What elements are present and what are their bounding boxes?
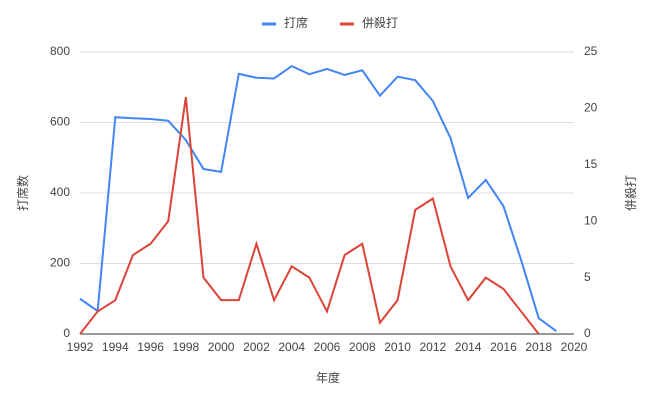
x-tick-label: 2012 bbox=[420, 340, 447, 354]
y-tick-label: 800 bbox=[50, 44, 70, 58]
x-axis-title: 年度 bbox=[316, 370, 340, 385]
y2-tick-label: 15 bbox=[584, 157, 598, 171]
x-tick-label: 2014 bbox=[455, 340, 482, 354]
y2-axis-title: 併殺打 bbox=[624, 175, 638, 211]
y2-tick-label: 5 bbox=[584, 270, 591, 284]
x-tick-label: 2016 bbox=[490, 340, 517, 354]
x-tick-label: 2020 bbox=[561, 340, 588, 354]
x-tick-label: 2006 bbox=[314, 340, 341, 354]
x-tick-label: 1996 bbox=[137, 340, 164, 354]
legend-label: 打席 bbox=[284, 15, 308, 30]
legend-label: 併殺打 bbox=[362, 16, 398, 30]
x-tick-label: 2018 bbox=[525, 340, 552, 354]
x-tick-label: 1992 bbox=[67, 340, 94, 354]
y-tick-label: 0 bbox=[63, 326, 70, 340]
series-line bbox=[79, 96, 540, 335]
y2-tick-label: 25 bbox=[584, 44, 598, 58]
x-tick-label: 2008 bbox=[349, 340, 376, 354]
x-tick-label: 2002 bbox=[243, 340, 270, 354]
y-tick-label: 200 bbox=[50, 256, 70, 270]
series-line bbox=[79, 64, 557, 332]
x-tick-label: 2004 bbox=[278, 340, 305, 354]
x-tick-label: 2010 bbox=[384, 340, 411, 354]
y-tick-label: 400 bbox=[50, 185, 70, 199]
y2-tick-label: 20 bbox=[584, 101, 598, 115]
y2-tick-label: 0 bbox=[584, 326, 591, 340]
x-tick-label: 2000 bbox=[208, 340, 235, 354]
y2-tick-label: 10 bbox=[584, 213, 598, 227]
x-tick-label: 1994 bbox=[102, 340, 129, 354]
y-axis-title: 打席数 bbox=[15, 175, 30, 211]
x-tick-label: 1998 bbox=[173, 340, 200, 354]
y-tick-label: 600 bbox=[50, 115, 70, 129]
